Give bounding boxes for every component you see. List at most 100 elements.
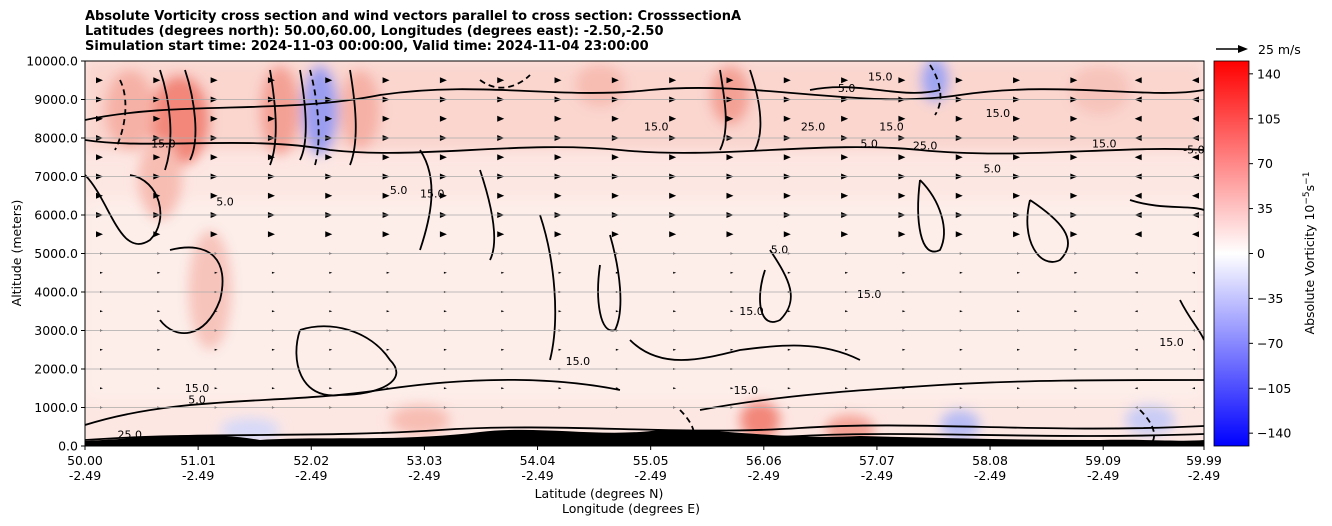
wind-vector — [1192, 115, 1199, 122]
wind-vector — [841, 192, 849, 199]
wind-vector — [501, 387, 505, 390]
wind-vector — [325, 231, 333, 238]
wind-vector — [1013, 154, 1021, 161]
wind-vector — [1070, 154, 1078, 161]
wind-vector — [955, 115, 963, 122]
wind-vector — [787, 348, 791, 351]
wind-vector — [1134, 192, 1142, 199]
negative-contour-line — [479, 74, 531, 89]
wind-vector — [329, 387, 333, 390]
y-tick-label: 0.0 — [58, 439, 78, 454]
wind-vector — [1192, 271, 1195, 274]
wind-vector — [497, 231, 505, 238]
wind-vector — [497, 192, 505, 199]
wind-vector — [1134, 310, 1138, 313]
contour-line — [85, 139, 1204, 155]
x-tick-label-lat: 56.06 — [746, 453, 782, 468]
terrain — [85, 429, 1204, 446]
wind-vector — [439, 115, 447, 122]
wind-vector — [902, 348, 906, 351]
negative-contour-line — [309, 69, 320, 166]
wind-vector — [845, 348, 849, 351]
wind-vector — [271, 387, 275, 390]
contour-line — [159, 246, 224, 335]
wind-vector — [157, 348, 161, 351]
wind-vector — [497, 154, 505, 161]
wind-vector — [501, 271, 505, 274]
wind-vector — [100, 271, 103, 274]
wind-vector — [1134, 77, 1142, 84]
wind-vector — [673, 348, 677, 351]
wind-vector — [497, 115, 505, 122]
colorbar-label-text: Absolute Vorticity 10 — [1302, 205, 1317, 335]
wind-vector — [1134, 154, 1142, 161]
x-tick-label-lat: 59.09 — [1085, 453, 1121, 468]
wind-vector — [1192, 387, 1195, 390]
contour-label: 5.0 — [216, 195, 234, 208]
contour-line — [85, 424, 1204, 441]
contour-label: 5.0 — [390, 184, 408, 197]
colorbar-label-exponent: −5 — [1302, 191, 1312, 204]
contour-label: 15.0 — [185, 382, 210, 395]
contour-label: 15.0 — [1092, 138, 1117, 151]
wind-vector — [955, 192, 963, 199]
contour-label: 15.0 — [1159, 336, 1184, 349]
x-tick-label-lon: -2.49 — [748, 468, 780, 483]
y-tick-label: 10000.0 — [26, 54, 78, 69]
wind-vector — [669, 231, 677, 238]
contour-line — [159, 69, 172, 171]
x-tick-label-lon: -2.49 — [69, 468, 101, 483]
wind-vector — [100, 387, 103, 390]
wind-vector — [267, 154, 275, 161]
wind-vector — [841, 231, 849, 238]
x-axis-label-latitude: Latitude (degrees N) — [535, 486, 664, 501]
colorbar-label-unit: s — [1302, 185, 1317, 192]
x-axis: 50.00-2.4951.01-2.4952.02-2.4953.03-2.49… — [67, 446, 1222, 483]
wind-vector — [1192, 77, 1199, 84]
wind-vector — [783, 77, 791, 84]
wind-vector — [730, 271, 734, 274]
contour-label: 15.0 — [734, 384, 759, 397]
wind-vector — [267, 192, 275, 199]
wind-vector — [267, 77, 275, 84]
contour-line — [629, 339, 861, 361]
wind-vector — [267, 231, 275, 238]
contour-label: 25.0 — [913, 140, 938, 153]
wind-vector — [443, 348, 447, 351]
contour-label: 5.0 — [188, 394, 206, 407]
contour-line — [85, 87, 1204, 121]
y-axis-label: Altitude (meters) — [9, 200, 24, 307]
wind-vector — [611, 115, 619, 122]
contour-label: 15.0 — [857, 288, 882, 301]
quiver-key-arrowhead — [1238, 45, 1248, 53]
wind-vector — [1070, 192, 1078, 199]
wind-vector — [1013, 77, 1021, 84]
wind-vector — [615, 310, 619, 313]
wind-vector — [898, 77, 906, 84]
wind-vector — [558, 348, 562, 351]
contour-line — [597, 234, 622, 332]
wind-vector — [841, 154, 849, 161]
wind-vector — [329, 310, 333, 313]
wind-vector — [325, 77, 333, 84]
contour-line — [809, 86, 941, 94]
wind-vector — [214, 348, 218, 351]
wind-vector — [153, 115, 161, 122]
colorbar-tick-label: 105 — [1257, 111, 1281, 126]
x-tick-label-lon: -2.49 — [295, 468, 327, 483]
colorbar-tick-label: −70 — [1257, 336, 1283, 351]
y-tick-label: 3000.0 — [34, 323, 78, 338]
wind-vector — [1192, 310, 1195, 313]
wind-vector — [783, 192, 791, 199]
wind-vector — [1192, 192, 1199, 199]
wind-vector — [845, 387, 849, 390]
contour-label: 15.0 — [986, 107, 1011, 120]
wind-vector — [329, 348, 333, 351]
wind-vector — [443, 310, 447, 313]
wind-vector — [1070, 231, 1078, 238]
wind-vector — [439, 192, 447, 199]
wind-vector — [730, 348, 734, 351]
y-axis: 0.0 1000.0 2000.0 3000.0 4000.0 5000.0 6000.0 7… — [26, 54, 85, 454]
wind-vector — [955, 231, 963, 238]
wind-vector — [841, 115, 849, 122]
